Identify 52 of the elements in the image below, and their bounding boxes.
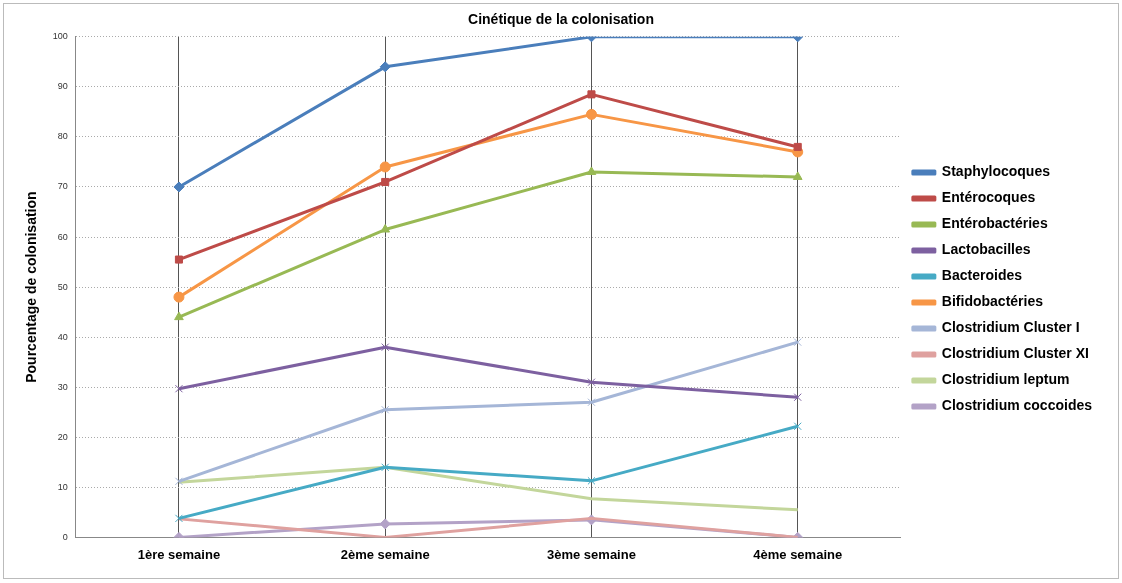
x-tick-label: 3ème semaine <box>547 546 636 562</box>
point <box>174 477 183 486</box>
point <box>793 393 802 402</box>
x-tick-label: 2ème semaine <box>340 546 430 562</box>
point <box>381 343 390 352</box>
point <box>586 166 597 175</box>
point <box>793 422 802 431</box>
legend-label: Staphylocoques <box>941 163 1051 180</box>
legend-label: Clostridium leptum <box>941 371 1070 388</box>
legend-label: Clostridium Cluster XI <box>941 345 1089 362</box>
y-tick-label: 90 <box>57 81 68 92</box>
point <box>380 224 391 233</box>
y-tick-label: 80 <box>57 131 68 142</box>
y-tick-label: 20 <box>57 431 68 442</box>
y-tick-label: 30 <box>57 381 68 392</box>
x-tick-label: 4ème semaine <box>753 546 843 562</box>
legend-label: Clostridium Cluster I <box>941 319 1080 336</box>
legend-label: Lactobacilles <box>941 241 1031 258</box>
y-tick-label: 40 <box>57 331 68 342</box>
point <box>793 338 802 347</box>
legend-label: Entérobactéries <box>941 215 1048 232</box>
y-tick-label: 70 <box>57 181 68 192</box>
point <box>174 255 183 264</box>
point <box>793 142 802 151</box>
y-tick-label: 60 <box>57 231 68 242</box>
point <box>587 90 596 99</box>
y-tick-label: 0 <box>62 531 68 542</box>
point <box>587 476 596 485</box>
y-tick-label: 100 <box>52 31 68 42</box>
y-tick-label: 50 <box>57 281 68 292</box>
chart-title: Cinétique de la colonisation <box>468 11 654 28</box>
point <box>379 61 391 73</box>
point <box>585 108 597 120</box>
point <box>381 463 390 472</box>
y-axis-title: Pourcentage de colonisation <box>23 191 40 383</box>
point <box>174 514 183 523</box>
y-tick-label: 10 <box>57 481 68 492</box>
point <box>379 161 391 173</box>
legend-label: Bacteroides <box>941 267 1023 284</box>
point <box>587 378 596 387</box>
point <box>792 171 803 180</box>
point <box>174 311 184 321</box>
legend-label: Bifidobactéries <box>941 293 1044 310</box>
x-tick-label: 1ère semaine <box>137 546 221 562</box>
legend-label: Entérocoques <box>941 189 1036 206</box>
point <box>381 405 390 414</box>
point <box>381 177 390 187</box>
point <box>174 384 183 393</box>
legend-label: Clostridium coccoides <box>941 397 1093 414</box>
point <box>173 291 185 303</box>
point <box>173 181 185 193</box>
point <box>587 398 596 407</box>
